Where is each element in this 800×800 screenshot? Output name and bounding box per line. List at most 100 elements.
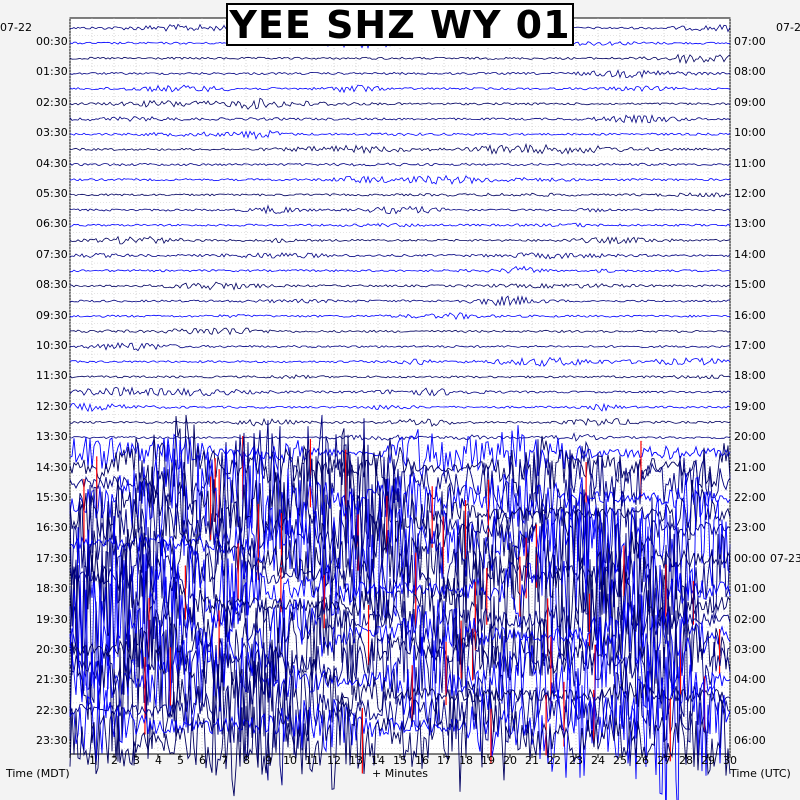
right-hour-label: 15:00 [734,278,766,292]
left-date-label: 07-22 [0,21,32,34]
trace-line [69,97,731,110]
trace-line [69,252,731,260]
left-hour-label: 23:30 [36,734,68,748]
x-tick-label: 18 [459,754,473,767]
right-hour-label: 19:00 [734,399,766,413]
chart-title: YEE SHZ WY 01 [226,3,574,47]
trace-line [69,526,731,715]
x-tick-label: 15 [393,754,407,767]
left-hour-label: 19:30 [36,612,68,626]
right-hour-label: 10:00 [734,126,766,140]
trace-line [69,414,731,506]
trace-line [69,440,731,559]
left-hour-label: 14:30 [36,460,68,474]
trace-line [69,494,731,643]
x-tick-label: 19 [481,754,495,767]
right-hour-label: 06:00 [734,734,766,748]
trace-line [69,627,731,741]
left-hour-label: 00:30 [36,35,68,48]
left-hour-label: 22:30 [36,703,68,717]
right-hour-label: 08:00 [734,65,766,79]
trace-line [69,461,731,600]
x-tick-label: 5 [177,754,184,767]
right-hour-label: 22:00 [734,491,766,504]
left-hour-label: 13:30 [36,430,68,444]
left-hour-label: 21:30 [36,673,68,687]
trace-line [69,402,731,413]
right-hour-label: 14:00 [734,247,766,261]
x-tick-label: 17 [437,754,451,767]
trace-line [69,417,731,428]
right-date-label: 07-22 [776,21,800,34]
trace-line [69,489,731,650]
x-tick-label: 25 [613,754,627,767]
trace-line [69,386,731,397]
x-tick-label: 30 [723,754,737,767]
x-tick-label: 29 [701,754,715,767]
x-tick-label: 1 [89,754,96,767]
x-tick-label: 26 [635,754,649,767]
right-hour-label: 01:00 [734,582,766,596]
right-hour-label: 16:00 [734,308,766,322]
trace-line [69,174,731,185]
right-hour-label: 21:00 [734,460,766,474]
left-hour-label: 15:30 [36,491,68,504]
trace-line [69,342,731,352]
trace-line [69,618,731,800]
x-tick-label: 9 [265,754,272,767]
x-tick-label: 20 [503,754,517,767]
left-hour-label: 07:30 [36,247,68,261]
trace-line [69,204,731,215]
x-tick-label: 16 [415,754,429,767]
left-hour-label: 17:30 [36,551,68,565]
left-hour-label: 03:30 [36,126,68,140]
x-tick-label: 7 [221,754,228,767]
x-tick-label: 8 [243,754,250,767]
left-hour-label: 09:30 [36,308,68,322]
trace-line [69,680,731,797]
left-hour-label: 10:30 [36,339,68,352]
x-axis-ticks [69,754,731,758]
right-axis-label: Time (UTC) [730,767,791,780]
trace-line [69,356,731,367]
right-hour-label: 17:00 [734,339,766,352]
right-hour-label: 05:00 [734,703,766,717]
left-hour-label: 11:30 [36,369,68,383]
x-tick-label: 2 [111,754,118,767]
trace-line [69,535,731,688]
right-hour-label: 04:00 [734,673,766,687]
right-hour-label: 09:00 [734,95,766,109]
seismic-traces [69,23,731,800]
trace-line [69,295,731,307]
x-tick-label: 21 [525,754,539,767]
trace-line [69,583,731,743]
trace-line [69,327,731,336]
right-hour-label: 18:00 [734,369,766,383]
x-tick-label: 28 [679,754,693,767]
right-hour-label: 03:00 [734,643,766,656]
trace-line [69,222,731,228]
left-hour-label: 02:30 [36,95,68,109]
x-tick-label: 14 [371,754,385,767]
right-hour-label: 02:00 [734,612,766,626]
left-axis-label: Time (MDT) [6,767,70,780]
trace-line [69,312,731,321]
trace-line [69,641,731,786]
trace-line [69,281,731,291]
trace-line [69,425,731,482]
x-tick-label: 22 [547,754,561,767]
x-tick-label: 6 [199,754,206,767]
left-hour-label: 20:30 [36,643,68,656]
trace-line [69,84,731,94]
trace-line [69,162,731,167]
x-tick-label: 10 [283,754,297,767]
left-hour-label: 05:30 [36,187,68,200]
trace-line [70,142,731,155]
right-hour-label: 07:00 [734,35,766,48]
right-hour-label: 23:00 [734,521,766,535]
grid-lines [69,18,731,754]
left-hour-label: 12:30 [36,399,68,413]
left-hour-label: 01:30 [36,65,68,79]
right-hour-label: 20:00 [734,430,766,444]
right-hour-label: 13:00 [734,217,766,231]
